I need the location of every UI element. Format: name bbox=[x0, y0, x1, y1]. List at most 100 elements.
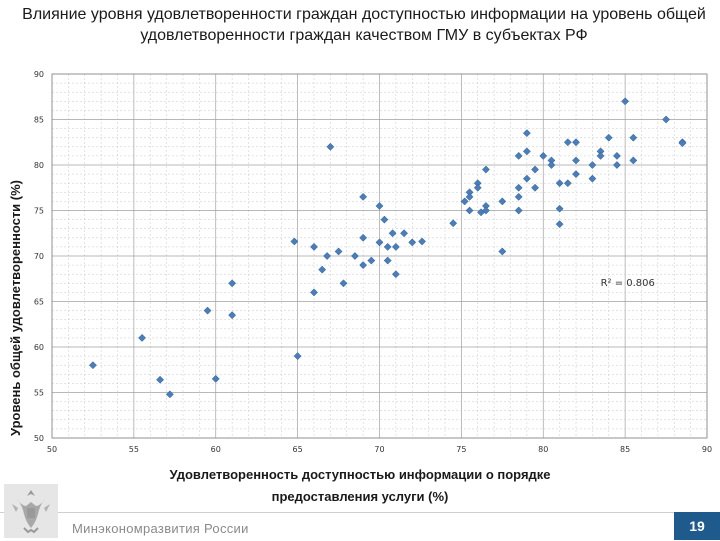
data-point bbox=[662, 115, 671, 124]
y-tick-label: 60 bbox=[34, 343, 44, 352]
data-point bbox=[678, 139, 687, 148]
slide-footer: Минэкономразвития России bbox=[0, 512, 720, 541]
x-tick-label: 50 bbox=[47, 445, 57, 454]
x-tick-label: 75 bbox=[456, 445, 466, 454]
data-point bbox=[326, 142, 335, 151]
data-point bbox=[629, 133, 638, 142]
data-point bbox=[380, 215, 389, 224]
data-point bbox=[375, 201, 384, 210]
x-tick-label: 80 bbox=[538, 445, 548, 454]
tick-labels: 50 55 60 65 70 75 80 85 90 50 55 60 65 70 75 80 85 90 bbox=[34, 70, 712, 454]
data-point bbox=[481, 206, 490, 215]
r-squared-annotation: R² = 0.806 bbox=[601, 278, 655, 289]
data-point bbox=[531, 165, 540, 174]
data-point bbox=[391, 242, 400, 251]
y-tick-label: 70 bbox=[34, 252, 44, 261]
data-point bbox=[228, 279, 237, 288]
data-point bbox=[522, 174, 531, 183]
y-tick-label: 90 bbox=[34, 70, 44, 79]
data-point bbox=[531, 183, 540, 192]
data-point bbox=[604, 133, 613, 142]
data-point bbox=[388, 229, 397, 238]
data-point bbox=[498, 197, 507, 206]
x-tick-label: 85 bbox=[620, 445, 630, 454]
data-point bbox=[588, 161, 597, 169]
data-point bbox=[563, 179, 572, 188]
data-point bbox=[572, 170, 580, 179]
data-point bbox=[481, 165, 490, 174]
x-tick-label: 70 bbox=[374, 445, 384, 454]
grid-lines bbox=[51, 73, 708, 439]
data-point bbox=[514, 151, 523, 160]
data-point bbox=[391, 270, 400, 279]
data-point bbox=[359, 233, 368, 242]
data-point bbox=[555, 179, 564, 188]
data-point bbox=[514, 183, 523, 192]
y-tick-label: 85 bbox=[34, 116, 44, 125]
y-tick-label: 75 bbox=[34, 207, 44, 216]
data-point bbox=[375, 238, 384, 247]
data-point bbox=[290, 237, 299, 246]
y-tick-label: 65 bbox=[34, 298, 44, 307]
data-point bbox=[465, 206, 474, 215]
data-point bbox=[563, 138, 572, 147]
data-point bbox=[138, 333, 147, 342]
data-point bbox=[383, 242, 392, 251]
y-tick-label: 55 bbox=[34, 389, 44, 398]
page-number: 19 bbox=[674, 512, 720, 540]
data-point bbox=[621, 97, 630, 106]
coat-of-arms-icon bbox=[4, 484, 58, 538]
data-point bbox=[596, 151, 605, 160]
data-point bbox=[203, 306, 212, 315]
data-point bbox=[323, 252, 332, 260]
data-point bbox=[310, 288, 318, 297]
data-point bbox=[547, 161, 556, 169]
y-tick-label: 80 bbox=[34, 161, 44, 170]
footer-ministry-name: Минэкономразвития России bbox=[72, 521, 249, 536]
data-point bbox=[350, 252, 359, 260]
data-point bbox=[460, 197, 469, 206]
data-points bbox=[88, 97, 687, 399]
data-point bbox=[514, 206, 523, 215]
data-point bbox=[367, 256, 376, 265]
data-point bbox=[498, 247, 507, 256]
data-point bbox=[588, 174, 597, 183]
x-axis-label: Удовлетворенность доступностью информаци… bbox=[169, 467, 551, 504]
data-point bbox=[514, 192, 523, 201]
data-point bbox=[339, 279, 348, 288]
data-point bbox=[293, 352, 302, 361]
data-point bbox=[318, 265, 327, 274]
data-point bbox=[555, 204, 564, 213]
data-point bbox=[572, 138, 580, 147]
data-point bbox=[418, 237, 427, 246]
data-point bbox=[165, 390, 174, 399]
data-point bbox=[522, 129, 531, 138]
data-point bbox=[334, 247, 343, 256]
plot-area-frame bbox=[51, 73, 708, 439]
data-point bbox=[572, 156, 580, 165]
data-point bbox=[612, 151, 621, 160]
x-tick-label: 65 bbox=[293, 445, 303, 454]
data-point bbox=[359, 192, 368, 201]
data-point bbox=[449, 219, 458, 228]
data-point bbox=[228, 311, 237, 320]
data-point bbox=[539, 151, 548, 160]
x-tick-label: 60 bbox=[211, 445, 221, 454]
data-point bbox=[408, 238, 417, 247]
data-point bbox=[211, 374, 220, 383]
data-point bbox=[473, 183, 482, 192]
x-tick-label: 55 bbox=[129, 445, 139, 454]
data-point bbox=[310, 242, 318, 251]
data-point bbox=[88, 361, 97, 370]
data-point bbox=[383, 256, 392, 265]
scatter-chart: 50 55 60 65 70 75 80 85 90 50 55 60 65 70 75 80 85 90 R² … bbox=[34, 70, 712, 454]
chart-title: Влияние уровня удовлетворенности граждан… bbox=[22, 6, 706, 44]
data-point bbox=[359, 261, 368, 270]
y-tick-label: 50 bbox=[34, 434, 44, 443]
data-point bbox=[522, 147, 531, 156]
x-tick-label: 90 bbox=[702, 445, 712, 454]
y-axis-label: Уровень общей удовлетворенности (%) bbox=[8, 179, 23, 436]
data-point bbox=[612, 161, 621, 169]
data-point bbox=[555, 220, 564, 229]
data-point bbox=[465, 192, 474, 201]
